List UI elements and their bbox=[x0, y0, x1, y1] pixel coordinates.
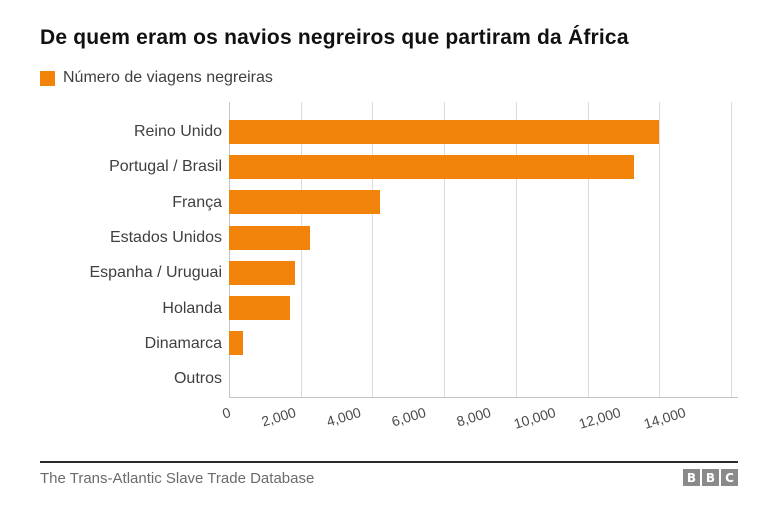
bbc-logo-block: C bbox=[721, 469, 738, 486]
x-tick-label: 8,000 bbox=[454, 404, 493, 430]
x-tick-label: 2,000 bbox=[259, 404, 298, 430]
category-label: Portugal / Brasil bbox=[109, 158, 222, 176]
x-tick-label: 6,000 bbox=[389, 404, 428, 430]
x-tick-label: 0 bbox=[220, 404, 233, 422]
gridline-4000 bbox=[372, 102, 374, 397]
bar-estados-unidos bbox=[229, 225, 310, 250]
x-tick-label: 12,000 bbox=[577, 404, 623, 432]
legend-label: Número de viagens negreiras bbox=[63, 69, 273, 86]
category-label: Outros bbox=[173, 370, 222, 388]
x-axis-line bbox=[229, 397, 738, 398]
source-text: The Trans-Atlantic Slave Trade Database bbox=[40, 470, 315, 487]
bar-espanha-uruguai bbox=[229, 260, 296, 285]
category-label: Estados Unidos bbox=[109, 228, 222, 246]
x-tick-label: 4,000 bbox=[324, 404, 363, 430]
gridline-10000 bbox=[587, 102, 589, 397]
x-tick-label: 14,000 bbox=[642, 404, 688, 432]
category-label: Reino Unido bbox=[133, 123, 222, 140]
bbc-logo-block: B bbox=[702, 469, 719, 486]
category-label: Espanha / Uruguai bbox=[89, 264, 222, 282]
bar-dinamarca bbox=[229, 331, 244, 356]
legend: Número de viagens negreiras bbox=[40, 69, 273, 87]
gridline-14000 bbox=[731, 102, 732, 397]
category-label: Holanda bbox=[162, 299, 222, 317]
bar-portugal-brasil bbox=[229, 154, 635, 179]
bar-fran-a bbox=[229, 190, 380, 215]
bbc-logo-block: B bbox=[683, 469, 700, 486]
chart-title: De quem eram os navios negreiros que par… bbox=[40, 26, 629, 49]
bar-reino-unido bbox=[229, 119, 660, 144]
gridline-12000 bbox=[659, 102, 661, 397]
x-tick-label: 10,000 bbox=[512, 404, 558, 432]
bar-holanda bbox=[229, 296, 290, 321]
footer-divider bbox=[40, 461, 738, 463]
category-label: França bbox=[172, 193, 222, 211]
category-label: Dinamarca bbox=[144, 334, 222, 352]
gridline-6000 bbox=[444, 102, 446, 397]
gridline-8000 bbox=[515, 102, 517, 397]
legend-swatch bbox=[40, 70, 55, 86]
